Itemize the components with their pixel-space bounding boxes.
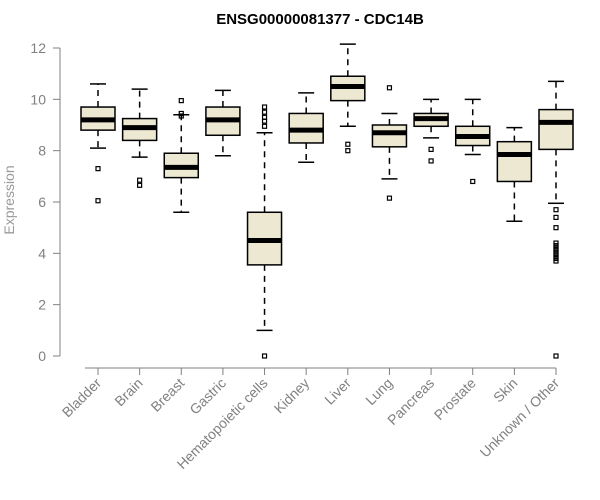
x-tick-label: Brain bbox=[111, 375, 145, 409]
y-tick-label: 0 bbox=[38, 348, 46, 364]
box-group bbox=[413, 98, 449, 164]
y-axis-label: Expression bbox=[1, 165, 17, 234]
x-tick-label: Kidney bbox=[271, 375, 313, 417]
iqr-box bbox=[538, 108, 574, 151]
y-tick-label: 2 bbox=[38, 297, 46, 313]
outlier-point bbox=[261, 109, 268, 115]
y-axis-ticks: 0 2 4 6 8 10 12 bbox=[30, 40, 60, 364]
x-tick-label: Prostate bbox=[431, 375, 479, 423]
outlier-point bbox=[345, 148, 351, 154]
outlier-point bbox=[386, 195, 393, 201]
box-group bbox=[163, 98, 200, 214]
x-tick-label: Liver bbox=[321, 375, 354, 408]
outlier-point bbox=[95, 198, 101, 204]
outlier-point bbox=[470, 178, 476, 185]
y-tick-label: 4 bbox=[38, 245, 46, 261]
iqr-box bbox=[371, 124, 408, 148]
outlier-point bbox=[178, 113, 184, 119]
box-group bbox=[330, 43, 366, 154]
outlier-point bbox=[428, 146, 434, 152]
x-tick-label: Lung bbox=[362, 375, 395, 408]
outlier-point bbox=[137, 182, 143, 188]
outlier-point bbox=[553, 258, 559, 264]
box-group bbox=[121, 88, 158, 188]
box-group bbox=[246, 104, 283, 359]
box-group bbox=[496, 126, 533, 222]
outlier-point bbox=[345, 141, 351, 147]
x-tick-label: Unknown / Other bbox=[477, 375, 563, 461]
outlier-point bbox=[261, 118, 268, 124]
outlier-point bbox=[553, 353, 559, 359]
box-group bbox=[538, 80, 574, 359]
boxplot-series bbox=[80, 43, 574, 359]
outlier-point bbox=[261, 104, 268, 110]
outlier-point bbox=[95, 166, 101, 172]
outlier-point bbox=[178, 98, 184, 104]
box-group bbox=[205, 89, 241, 157]
outlier-point bbox=[261, 123, 268, 129]
outlier-point bbox=[553, 207, 559, 213]
box-group bbox=[80, 83, 116, 204]
outlier-point bbox=[553, 225, 559, 231]
x-tick-label: Skin bbox=[490, 375, 521, 406]
box-group bbox=[288, 92, 324, 163]
box-group bbox=[371, 85, 408, 201]
x-tick-label: Breast bbox=[147, 375, 187, 415]
outlier-point bbox=[428, 158, 434, 164]
box-group bbox=[454, 98, 491, 185]
outlier-point bbox=[137, 177, 143, 183]
y-tick-label: 8 bbox=[38, 143, 46, 159]
outlier-point bbox=[553, 214, 559, 220]
outlier-point bbox=[261, 353, 268, 359]
y-tick-label: 10 bbox=[30, 91, 46, 107]
iqr-box bbox=[496, 140, 533, 183]
outlier-point bbox=[386, 85, 393, 91]
x-tick-label: Bladder bbox=[59, 375, 105, 421]
y-tick-label: 6 bbox=[38, 194, 46, 210]
chart-title: ENSG00000081377 - CDC14B bbox=[216, 11, 424, 28]
y-tick-label: 12 bbox=[30, 40, 46, 56]
